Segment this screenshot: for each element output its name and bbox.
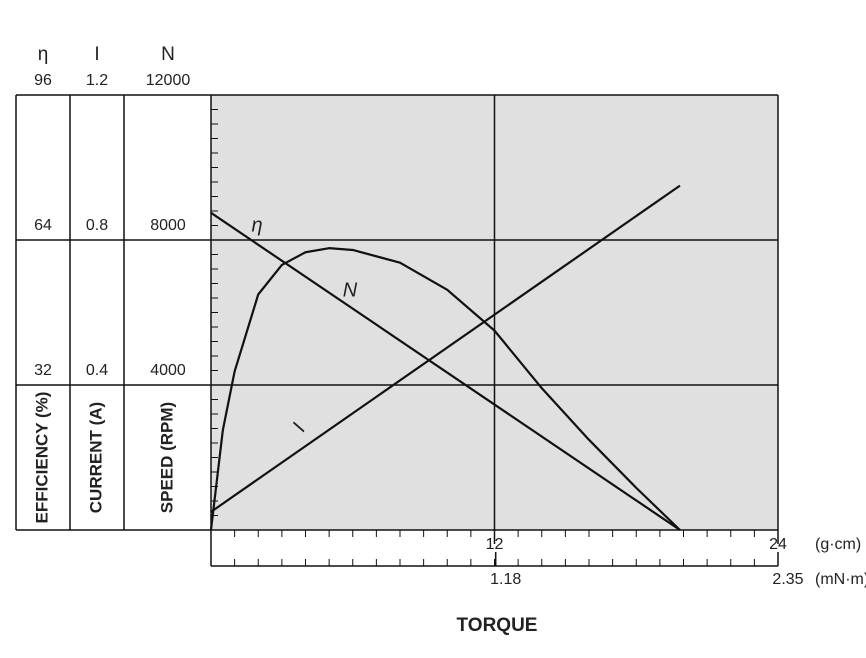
y-tick-label: 1.2 xyxy=(86,72,108,89)
y-tick-label: 12000 xyxy=(146,72,191,89)
x2-unit: (mN·m) xyxy=(815,571,866,588)
series-label: N xyxy=(343,279,358,301)
y-tick-label: 64 xyxy=(34,217,52,234)
axis-title: SPEED (RPM) xyxy=(157,402,176,513)
x-tick-label: 24 xyxy=(769,536,787,553)
axis-symbol: N xyxy=(161,44,175,65)
axis-symbol: I xyxy=(94,44,99,65)
y-tick-label: 96 xyxy=(34,72,52,89)
y-tick-label: 4000 xyxy=(150,362,186,379)
x2-tick-label: 2.35 xyxy=(772,571,803,588)
y-tick-label: 0.4 xyxy=(86,362,108,379)
y-tick-label: 0.8 xyxy=(86,217,108,234)
axis-title: CURRENT (A) xyxy=(86,402,105,513)
series-line xyxy=(210,184,681,513)
y-tick-label: 8000 xyxy=(150,217,186,234)
x-tick-label: 12 xyxy=(486,536,504,553)
series-line xyxy=(209,247,681,531)
axis-title: EFFICIENCY (%) xyxy=(32,392,51,524)
y-tick-label: 32 xyxy=(34,362,52,379)
x-unit: (g·cm) xyxy=(815,536,861,553)
series-line xyxy=(210,211,681,531)
series-label: η xyxy=(251,214,262,236)
axis-symbol: η xyxy=(38,44,49,65)
x-axis-title: TORQUE xyxy=(457,615,538,636)
x2-tick-label: 1.18 xyxy=(490,571,521,588)
